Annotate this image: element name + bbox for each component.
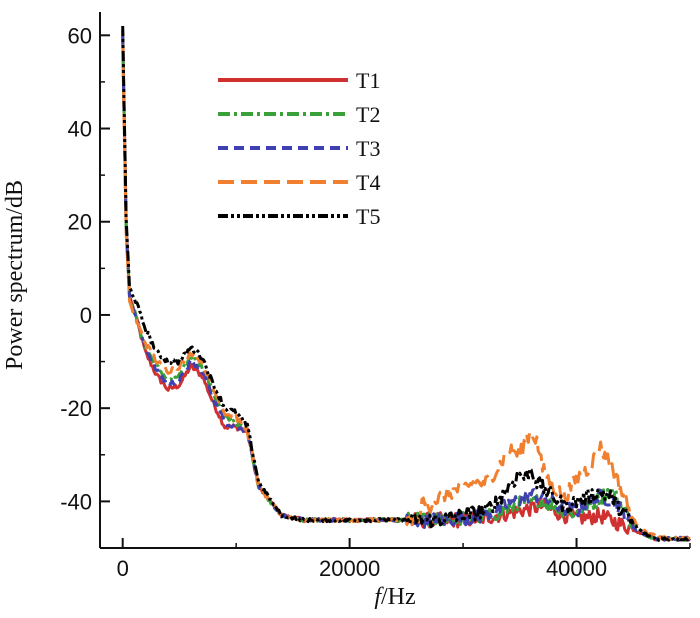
series-line-t4 [121, 44, 691, 542]
legend-label-t4: T4 [356, 170, 380, 195]
legend-label-t1: T1 [356, 68, 380, 93]
legend: T1 T2 T3 T4 T5 [218, 68, 380, 229]
series-line-t2 [121, 35, 692, 542]
legend-label-t3: T3 [356, 136, 380, 161]
x-tick-label: 0 [117, 556, 129, 581]
y-tick-label: -20 [60, 396, 92, 421]
x-axis-title-variable: f [374, 584, 384, 610]
y-axis-title: Power spectrum/dB [2, 180, 28, 370]
y-tick-label: 60 [68, 23, 92, 48]
x-tick-label: 40000 [546, 556, 607, 581]
x-axis-title-unit: /Hz [381, 584, 416, 610]
x-tick-label: 20000 [319, 556, 380, 581]
legend-label-t2: T2 [356, 102, 380, 127]
axes: -40 -20 0 20 40 60 0 20000 40000 [60, 12, 691, 581]
y-tick-label: 20 [68, 210, 92, 235]
plot-area [121, 25, 692, 542]
y-tick-label: 0 [80, 303, 92, 328]
series-line-t3 [121, 35, 691, 542]
y-tick-label: -40 [60, 489, 92, 514]
legend-label-t5: T5 [356, 204, 380, 229]
series-line-t5 [121, 25, 691, 542]
x-axis-title: f/Hz [374, 584, 415, 610]
series-line-t1 [121, 30, 692, 542]
y-tick-label: 40 [68, 117, 92, 142]
